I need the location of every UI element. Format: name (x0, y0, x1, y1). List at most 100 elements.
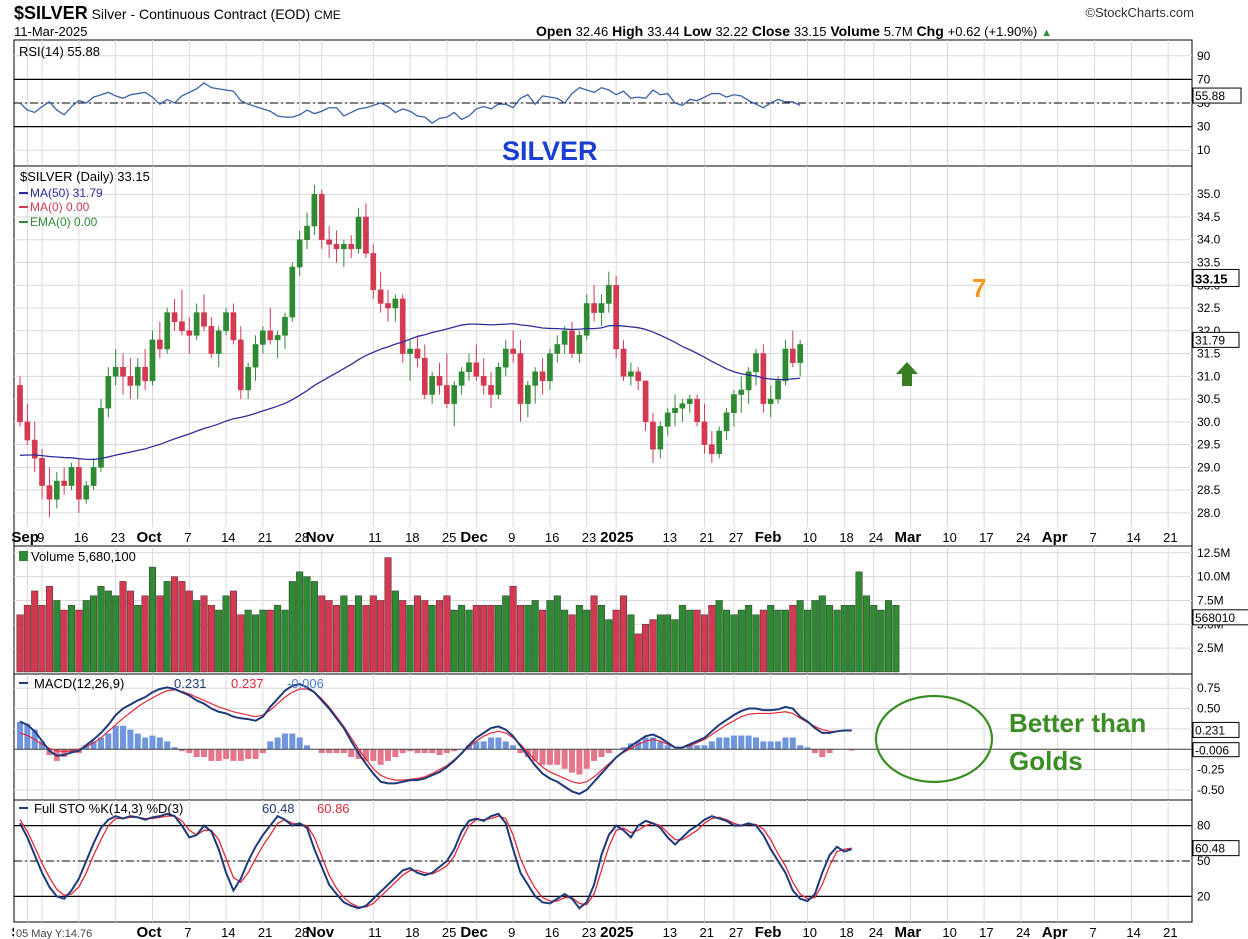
macd-histogram-bar (105, 733, 112, 750)
y-tick-price-0: 35.0 (1197, 187, 1221, 201)
volume-bar (332, 605, 340, 673)
x-label-bottom-6: 14 (221, 925, 235, 939)
y-tick-price-8: 31.0 (1197, 369, 1221, 383)
volume-bar (288, 581, 296, 673)
macd-histogram-bar (517, 749, 524, 754)
macd-histogram-bar (223, 749, 230, 759)
x-label-price-7: 21 (258, 530, 272, 545)
volume-bar (421, 600, 429, 673)
candle-body (672, 407, 678, 413)
volume-bar (215, 609, 223, 673)
macd-histogram-bar (510, 745, 517, 750)
candle-body (282, 316, 288, 336)
volume-bar (811, 600, 819, 673)
x-label-bottom-13: Dec (460, 924, 488, 939)
macd-histogram-bar (134, 733, 141, 750)
volume-bar (97, 585, 105, 673)
x-label-price-6: 14 (221, 530, 235, 545)
volume-bar (612, 609, 620, 673)
macd-histogram-bar (97, 737, 104, 750)
volume-bar (325, 600, 333, 673)
x-label-bottom-19: 21 (699, 925, 713, 939)
x-label-bottom-22: 10 (803, 925, 817, 939)
x-label-price-13: Dec (460, 529, 488, 546)
y-tick-sto-0: 80 (1197, 819, 1211, 833)
volume-bar (693, 609, 701, 673)
x-label-bottom-25: Mar (895, 924, 922, 939)
macd-histogram-bar (281, 733, 288, 750)
macd-histogram-bar (488, 737, 495, 750)
candle-body (591, 303, 597, 313)
volume-bar (274, 605, 282, 673)
macd-histogram-bar (267, 741, 274, 750)
macd-histogram-bar (782, 737, 789, 750)
y-tick-price-10: 30.0 (1197, 415, 1221, 429)
volume-bar (178, 581, 186, 673)
x-label-bottom-7: 21 (258, 925, 272, 939)
candle-body (524, 385, 531, 404)
volume-bar (384, 557, 392, 673)
candle-body (31, 439, 38, 459)
macd-histogram-bar (561, 749, 568, 769)
volume-bar (200, 595, 208, 673)
volume-bar (804, 609, 812, 673)
candle-body (517, 353, 524, 404)
macd-histogram-bar (252, 749, 259, 759)
macd-histogram-bar (583, 749, 590, 769)
volume-bar (678, 605, 686, 673)
x-label-price-9: Nov (306, 529, 335, 546)
candle-body (753, 353, 759, 373)
macd-histogram-bar (414, 749, 421, 754)
macd-histogram-bar (635, 741, 642, 750)
macd-histogram-bar (399, 749, 406, 754)
macd-line (19, 683, 852, 796)
volume-bar (377, 600, 385, 673)
candle-body (340, 244, 347, 250)
volume-bar (45, 585, 53, 673)
macd-histogram-bar (745, 735, 752, 750)
close-label: Close (751, 23, 790, 39)
x-label-price-17: 2025 (600, 529, 633, 546)
symbol-title: $SILVER (14, 3, 88, 23)
macd-histogram-bar (274, 737, 281, 750)
volume-last-value: 568010 (1195, 611, 1235, 625)
volume-bar (119, 581, 127, 673)
ma50-line (19, 322, 801, 461)
macd-histogram-bar (421, 749, 428, 754)
macd-histogram-bar (811, 749, 818, 754)
candle-body (789, 348, 796, 363)
chg-label: Chg (916, 23, 944, 39)
hist-last-value: -0.006 (1195, 744, 1229, 758)
volume-bar (686, 609, 694, 673)
volume-bar (833, 609, 841, 673)
volume-bar (141, 595, 149, 673)
volume-bar (590, 595, 598, 673)
macd-histogram-bar (164, 741, 171, 750)
candle-body (274, 335, 281, 341)
macd-histogram-bar (539, 749, 546, 765)
x-label-bottom-5: 7 (184, 925, 191, 939)
volume-bar (774, 609, 782, 673)
macd-histogram-bar (554, 749, 561, 765)
macd-histogram-bar (694, 745, 701, 750)
macd-histogram-bar (826, 749, 833, 754)
macd-histogram-bar (46, 749, 53, 756)
candle-body (385, 303, 391, 309)
volume-bar (347, 605, 355, 673)
x-label-bottom-23: 18 (839, 925, 853, 939)
macd-histogram-bar (90, 741, 97, 750)
macd-histogram-bar (473, 741, 480, 750)
volume-bar (68, 605, 76, 673)
candle-body (171, 312, 178, 322)
candle-body (17, 385, 23, 423)
volume-bar (465, 609, 473, 673)
macd-histogram-bar (112, 725, 119, 750)
candle-body (635, 371, 642, 382)
candle-body (318, 193, 325, 240)
candle-body (377, 289, 384, 304)
y-tick-vol-1: 10.0M (1197, 570, 1230, 584)
macd-legend-signal: 0.237 (231, 676, 264, 691)
macd-histogram-bar (171, 747, 178, 750)
hist-last-box (1192, 742, 1240, 758)
macd-histogram-bar (17, 721, 23, 750)
